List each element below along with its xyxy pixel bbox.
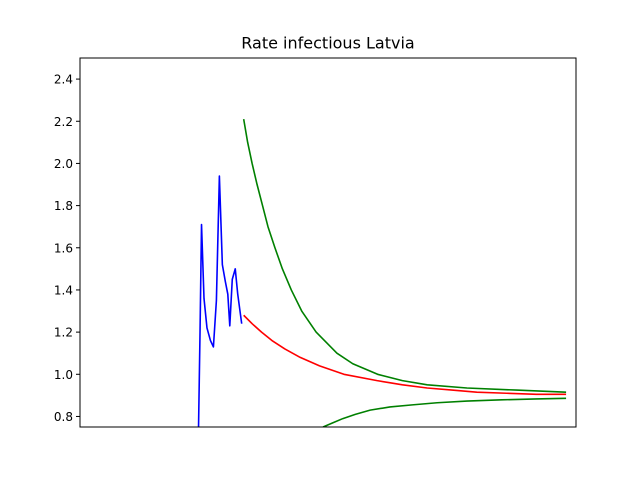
series-line-forecast-upper xyxy=(242,119,567,394)
y-tick-label: 2.4 xyxy=(54,73,73,87)
y-tick-label: 2.2 xyxy=(54,115,73,129)
y-tick-label: 2.0 xyxy=(54,157,73,171)
plot-frame xyxy=(79,57,577,428)
series-line-forecast-lower xyxy=(322,397,567,427)
series-line-observed xyxy=(197,175,243,427)
y-tick-label: 1.0 xyxy=(54,368,73,382)
y-tick-label: 1.8 xyxy=(54,199,73,213)
series-line-forecast-mean xyxy=(243,314,567,396)
chart-title: Rate infectious Latvia xyxy=(241,34,414,53)
y-tick-label: 1.4 xyxy=(54,283,73,297)
y-tick-label: 1.2 xyxy=(54,326,73,340)
y-tick-label: 0.8 xyxy=(54,410,73,424)
y-axis-ticks: 0.8 1.0 1.2 1.4 1.6 1.8 2.0 2.2 2.4 xyxy=(54,73,80,424)
y-tick-label: 1.6 xyxy=(54,241,73,255)
series-layer xyxy=(197,119,567,427)
